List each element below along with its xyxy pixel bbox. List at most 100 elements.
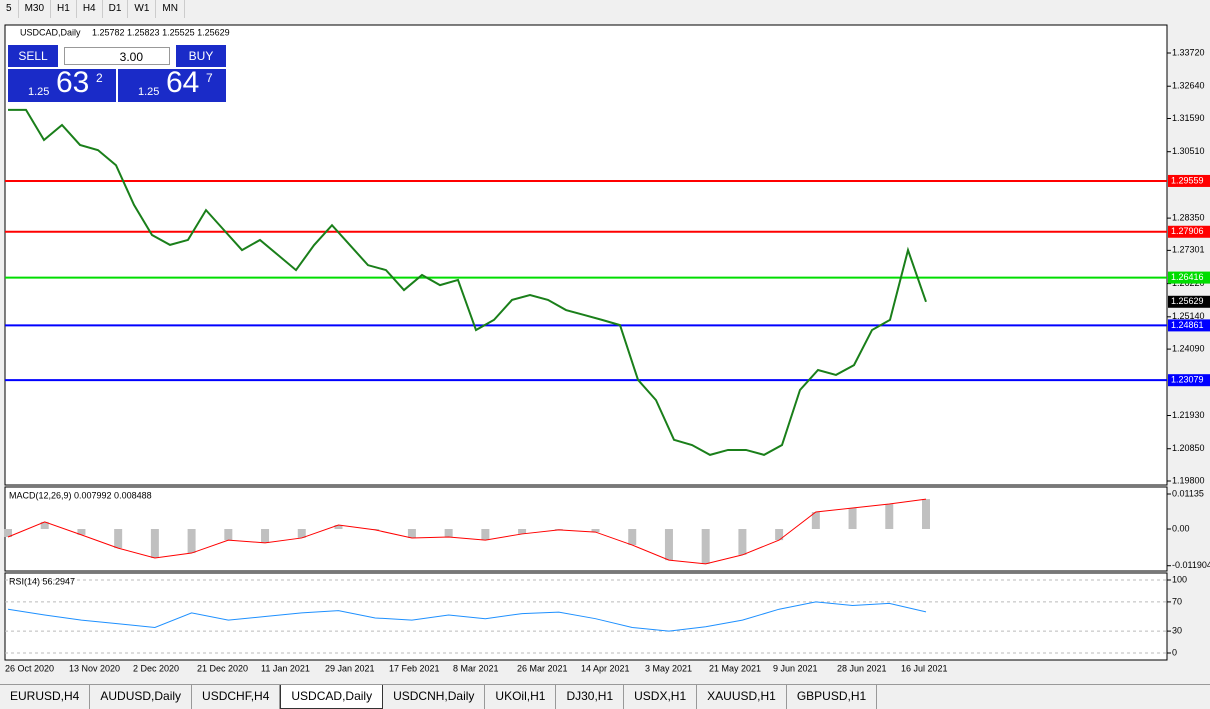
x-tick-label: 17 Feb 2021 (389, 663, 440, 673)
chart-tab[interactable]: USDCHF,H4 (192, 685, 281, 709)
histogram-bar (628, 529, 637, 546)
timeframe-button[interactable]: 5 (0, 0, 19, 18)
chart-tab[interactable]: AUDUSD,Daily (90, 685, 193, 709)
y-tick-label: 1.31590 (1172, 113, 1205, 123)
chart-tab[interactable]: DJ30,H1 (556, 685, 625, 709)
histogram-bar (848, 508, 857, 529)
y-tick-label: 1.19800 (1172, 475, 1205, 485)
x-tick-label: 13 Nov 2020 (69, 663, 120, 673)
pane-title: RSI(14) 56.2947 (9, 576, 75, 586)
y-tick-label: 1.27301 (1172, 245, 1205, 255)
level-tag (1168, 374, 1210, 387)
histogram-bar (444, 529, 453, 538)
toolbar: 5 M30 H1 H4 D1 W1 MN (0, 0, 1210, 18)
chart-tab[interactable]: GBPUSD,H1 (787, 685, 878, 709)
y-tick-label: 70 (1172, 596, 1182, 606)
histogram-bar (407, 529, 416, 538)
chart-tab[interactable]: UKOil,H1 (485, 685, 557, 709)
price-big: 63 (56, 66, 90, 99)
trade-panel: SELL 3.00 BUY 1.25 63 2 1.25 64 7 (8, 45, 228, 103)
pane (4, 486, 1168, 572)
x-tick-label: 3 May 2021 (645, 663, 692, 673)
level-label: 1.26416 (1171, 272, 1204, 282)
series-line (7, 498, 927, 565)
x-tick-label: 21 May 2021 (709, 663, 761, 673)
histogram-bar (701, 529, 710, 564)
histogram-bar (334, 524, 343, 529)
x-tick-label: 28 Jun 2021 (837, 663, 887, 673)
y-tick-label: 1.25140 (1172, 311, 1205, 321)
timeframe-button[interactable]: H1 (51, 0, 77, 18)
price-small: 2 (96, 71, 103, 85)
chart-tab[interactable]: EURUSD,H4 (0, 685, 91, 709)
y-tick-label: -0.011904 (1172, 560, 1210, 570)
y-tick-label: 100 (1172, 574, 1187, 584)
histogram-bar (150, 529, 159, 558)
price-big: 64 (166, 66, 200, 99)
y-tick-label: 1.21930 (1172, 410, 1205, 420)
level-tag (1168, 319, 1210, 332)
x-tick-label: 29 Jan 2021 (325, 663, 375, 673)
x-tick-label: 26 Oct 2020 (5, 663, 54, 673)
timeframe-button[interactable]: M30 (19, 0, 52, 18)
histogram-bar (518, 529, 527, 534)
level-label: 1.24861 (1171, 320, 1204, 330)
price-tag (1168, 295, 1210, 308)
chart-tab[interactable]: USDCAD,Daily (280, 685, 384, 709)
histogram-bar (40, 521, 49, 529)
level-tag (1168, 225, 1210, 238)
chart-tab[interactable]: USDX,H1 (624, 685, 698, 709)
timeframe-button[interactable]: H4 (77, 0, 103, 18)
histogram-bar (811, 512, 820, 529)
y-tick-label: 0 (1172, 647, 1177, 657)
pane-title: MACD(12,26,9) 0.007992 0.008488 (9, 490, 152, 500)
histogram-bar (224, 529, 233, 541)
price-small: 7 (206, 71, 213, 85)
y-tick-label: 30 (1172, 625, 1182, 635)
histogram-bar (664, 529, 673, 561)
x-tick-label: 16 Jul 2021 (901, 663, 948, 673)
y-tick-label: 1.20850 (1172, 443, 1205, 453)
series-line (8, 108, 927, 456)
level-tag (1168, 174, 1210, 187)
timeframe-button[interactable]: W1 (128, 0, 157, 18)
price-prefix: 1.25 (28, 86, 50, 98)
x-tick-label: 9 Jun 2021 (773, 663, 818, 673)
level-tag (1168, 271, 1210, 284)
tab-bar: EURUSD,H4 AUDUSD,Daily USDCHF,H4 USDCAD,Dai… (0, 684, 1210, 709)
y-tick-label: 1.30510 (1172, 146, 1205, 156)
y-tick-label: 1.32640 (1172, 81, 1205, 91)
buy-price[interactable]: 1.25 64 7 (118, 66, 226, 102)
chart-quote: 1.25782 1.25823 1.25525 1.25629 (92, 27, 230, 37)
x-tick-label: 2 Dec 2020 (133, 663, 179, 673)
histogram-bar (738, 529, 747, 555)
histogram-bar (591, 529, 600, 533)
sell-price[interactable]: 1.25 63 2 (8, 66, 116, 102)
timeframe-button[interactable]: MN (156, 0, 185, 18)
buy-button[interactable]: BUY (176, 45, 226, 67)
y-tick-label: 1.28350 (1172, 212, 1205, 222)
level-label: 1.27906 (1171, 226, 1204, 236)
histogram-bar (77, 529, 86, 535)
level-label: 1.23079 (1171, 375, 1204, 385)
histogram-bar (481, 529, 490, 541)
timeframe-button[interactable]: D1 (103, 0, 129, 18)
x-tick-label: 21 Dec 2020 (197, 663, 248, 673)
chart-tab[interactable]: XAUUSD,H1 (697, 685, 787, 709)
histogram-bar (187, 529, 196, 554)
level-label: 1.29559 (1171, 175, 1204, 185)
y-tick-label: 0.01135 (1172, 488, 1204, 498)
sell-button[interactable]: SELL (8, 45, 58, 67)
lots-input[interactable]: 3.00 (64, 47, 170, 65)
chart-tab[interactable]: USDCNH,Daily (383, 685, 486, 709)
y-tick-label: 1.33720 (1172, 47, 1205, 57)
histogram-bar (261, 529, 270, 543)
histogram-bar (885, 504, 894, 529)
histogram-bar (4, 529, 12, 538)
chart-header: USDCAD,Daily (20, 27, 81, 37)
y-tick-label: 1.24090 (1172, 343, 1205, 353)
x-tick-label: 26 Mar 2021 (517, 663, 568, 673)
x-tick-label: 14 Apr 2021 (581, 663, 630, 673)
x-tick-label: 11 Jan 2021 (261, 663, 310, 673)
